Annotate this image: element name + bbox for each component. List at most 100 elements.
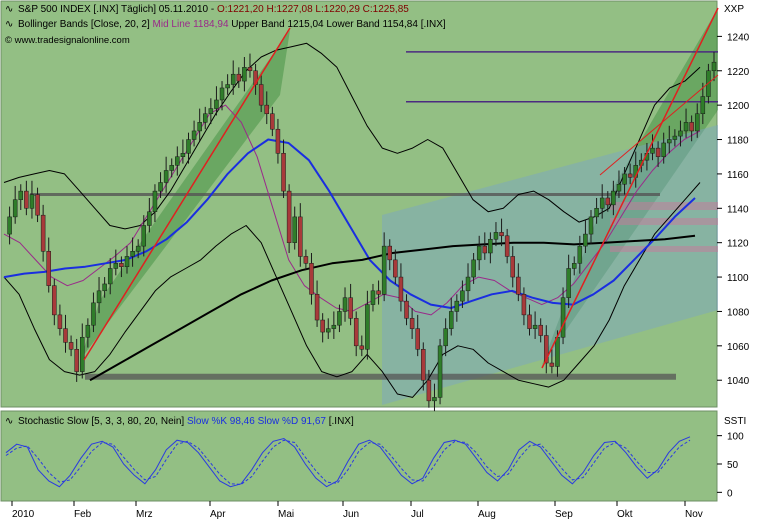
candle-down <box>247 53 253 78</box>
candle-body <box>460 290 465 302</box>
candle-body <box>376 290 381 295</box>
candle-body <box>24 190 29 209</box>
candle-up <box>667 125 672 154</box>
candle-down <box>314 280 320 327</box>
candle-body <box>594 208 599 218</box>
candle-body <box>191 130 197 140</box>
candle-body <box>566 268 571 298</box>
price-tick-label: 1040 <box>727 376 750 387</box>
candle-body <box>488 238 493 254</box>
price-axis-label: XXP <box>724 4 744 15</box>
candle-down <box>281 139 286 198</box>
candle-body <box>85 324 91 338</box>
stoch-d-line <box>5 439 691 485</box>
zone-1112 <box>610 246 718 252</box>
candle-up <box>694 103 700 138</box>
candle-up <box>337 304 342 333</box>
stoch-k-line <box>5 436 691 488</box>
candle-body <box>409 318 415 329</box>
stoch-axis-label: SSTI <box>724 416 746 427</box>
candle-body <box>298 216 303 257</box>
indicator-icon: ∿ <box>5 4 13 15</box>
candle-down <box>409 308 415 339</box>
candle-down <box>258 74 264 113</box>
candle-up <box>342 287 348 322</box>
candle-body <box>370 290 376 305</box>
time-tick-label: Feb <box>74 509 92 520</box>
candle-up <box>616 170 622 198</box>
price-tick-label: 1080 <box>727 307 750 318</box>
bollinger-lower-line <box>3 182 701 398</box>
candle-up <box>460 280 465 309</box>
candle-body <box>583 233 588 247</box>
candle-down <box>68 335 74 357</box>
candle-body <box>521 294 527 316</box>
candle-down <box>353 311 359 357</box>
candle-up <box>80 323 85 379</box>
candle-body <box>549 362 555 367</box>
time-tick-label: Jul <box>411 509 424 520</box>
stochastic-panel: 0 50 100 <box>5 432 744 499</box>
price-tick-label: 1060 <box>727 342 750 353</box>
candle-down <box>499 218 504 247</box>
price-tick-label: 1140 <box>727 204 749 215</box>
candle-up <box>326 318 331 339</box>
header-ohlc: O:1221,20 H:1227,08 L:1220,29 C:1225,85 <box>217 4 409 15</box>
candle-body <box>532 324 538 329</box>
candle-down <box>309 252 314 305</box>
header-title: S&P 500 INDEX [.INX] Täglich] 05.11.2010… <box>18 4 409 15</box>
candle-up <box>599 184 605 219</box>
candle-body <box>398 276 404 302</box>
candle-down <box>264 91 270 125</box>
time-tick-label: Nov <box>685 509 703 520</box>
candle-body <box>359 345 365 350</box>
candle-up <box>454 294 460 322</box>
candle-down <box>482 232 488 260</box>
candle-down <box>348 283 353 326</box>
price-tick-label: 1160 <box>727 170 749 181</box>
candle-up <box>147 197 152 233</box>
candle-body <box>504 235 510 257</box>
candle-down <box>549 349 555 374</box>
candle-body <box>437 345 443 398</box>
candle-up <box>488 232 493 264</box>
candle-up <box>448 297 454 336</box>
candle-body <box>57 314 63 329</box>
candle-up <box>96 277 102 314</box>
trendline-sep-nov <box>541 7 719 369</box>
candle-down <box>35 187 40 223</box>
candle-body <box>52 285 57 316</box>
candle-up <box>169 158 174 178</box>
candle-body <box>331 324 337 329</box>
candle-body <box>270 113 275 130</box>
price-tick-label: 1200 <box>727 101 750 112</box>
candle-down <box>655 141 661 168</box>
candle-body <box>124 256 130 267</box>
candle-body <box>661 142 666 157</box>
candle-down <box>275 118 281 164</box>
candle-up <box>672 129 678 147</box>
candle-up <box>292 206 297 250</box>
candle-up <box>18 184 24 211</box>
candle-body <box>672 135 678 140</box>
candle-up <box>476 235 482 271</box>
candle-up <box>331 311 337 339</box>
time-tick-label: Mai <box>278 509 294 520</box>
candle-body <box>80 336 85 372</box>
candle-body <box>119 263 124 267</box>
candle-up <box>566 254 571 309</box>
candle-body <box>214 99 219 109</box>
candle-down <box>538 318 543 343</box>
header-indicator: Bollinger Bands [Close, 20, 2] Mid Line … <box>18 19 446 30</box>
candle-body <box>499 232 504 237</box>
candle-body <box>7 216 12 235</box>
stoch-plot-bg <box>0 410 718 502</box>
candle-up <box>230 60 236 95</box>
candle-body <box>286 190 292 243</box>
candle-down <box>605 191 611 212</box>
candle-up <box>107 258 113 295</box>
candle-body <box>163 170 169 183</box>
candle-body <box>510 256 515 278</box>
candle-up <box>465 263 471 302</box>
candle-up <box>191 120 197 147</box>
